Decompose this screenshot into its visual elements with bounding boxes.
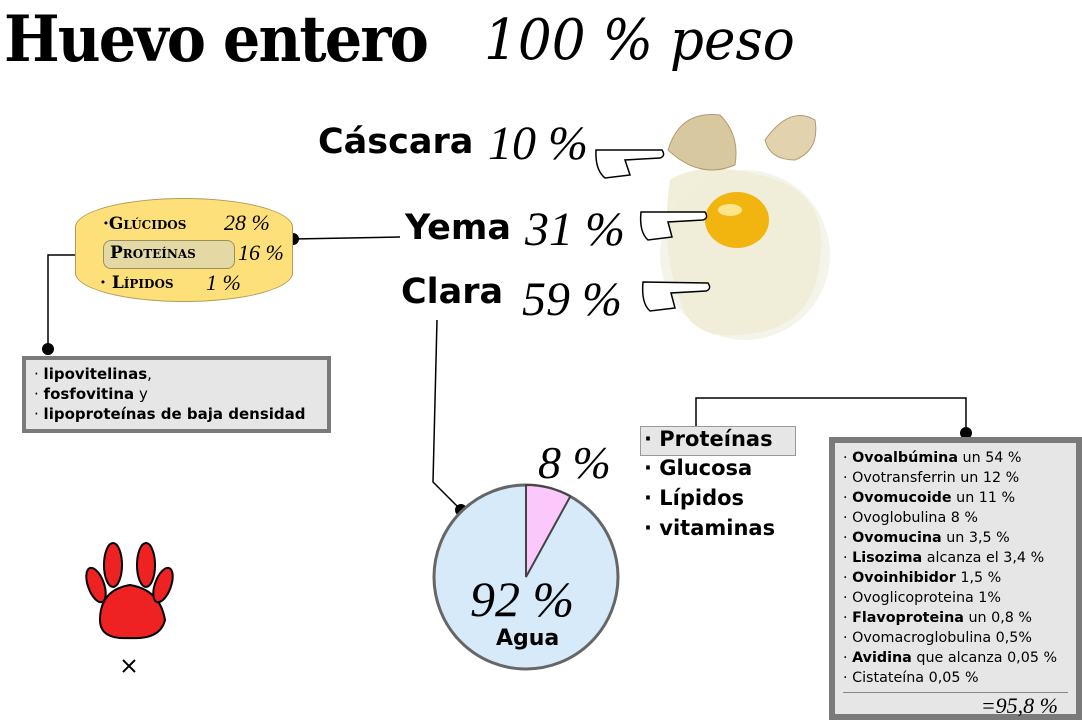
part-clara-pct: 59 % [522,273,622,326]
part-cascara-pct: 10 % [488,117,588,170]
solids-item: · vitaminas [644,516,776,540]
clara-pie-chart [432,483,620,671]
total: =95,8 % [843,692,1068,719]
clara-proteins-box: · Ovoalbúmina un 54 % · Ovotransferrin un… [829,437,1082,720]
yema-item-label: Proteínas [110,243,196,263]
yema-item-pct: 1 % [206,270,241,295]
list-item: · Ovoglicoproteina 1% [843,590,1001,606]
part-cascara-label: Cáscara [318,122,474,162]
yema-item-pct: 28 % [224,210,270,235]
solids-item: · Glucosa [644,456,753,480]
part-yema-label: Yema [405,208,511,248]
solids-item: · Lípidos [644,486,745,510]
list-item: · Avidina que alcanza 0,05 % [843,650,1058,666]
pie-slice-solids [525,483,572,578]
logo-paw-icon [85,542,174,673]
pie-category-water: Agua [496,626,560,651]
part-yema-pct: 31 % [525,203,625,256]
list-item: · lipovitelinas, [34,365,152,383]
egg-illustration [660,113,830,340]
yema-item-pct: 16 % [238,240,284,265]
yema-proteins-highlight [103,240,235,269]
list-item: · Ovomucina un 3,5 % [843,530,1010,546]
pie-label-solids: 8 % [538,437,611,488]
list-item: · Ovomucoide un 11 % [843,490,1016,506]
yema-proteins-box: · lipovitelinas, · fosfovitina y · lipop… [22,356,331,433]
page-title: Huevo entero [4,2,429,77]
list-item: · Ovomacroglobulina 0,5% [843,630,1032,646]
yema-item-label: ·Glúcidos [103,214,187,234]
list-item: · Ovoinhibidor 1,5 % [843,570,1002,586]
pointing-hand-icons [595,149,711,312]
yema-item-label: · Lípidos [100,273,174,293]
solids-item-proteinas: · Proteínas [640,426,796,456]
list-item: · fosfovitina y [34,385,148,403]
part-clara-label: Clara [401,272,504,312]
pie-label-water: 92 % [470,571,575,627]
page-subtitle: 100 % peso [484,8,795,73]
list-item: · Flavoproteina un 0,8 % [843,610,1032,626]
list-item: · Ovotransferrin un 12 % [843,470,1020,486]
list-item: · lipoproteínas de baja densidad [34,405,306,423]
list-item: · Ovoalbúmina un 54 % [843,450,1022,466]
list-item: · Ovoglobulina 8 % [843,510,979,526]
list-item: · Lisozima alcanza el 3,4 % [843,550,1045,566]
list-item: · Cistateína 0,05 % [843,670,979,686]
